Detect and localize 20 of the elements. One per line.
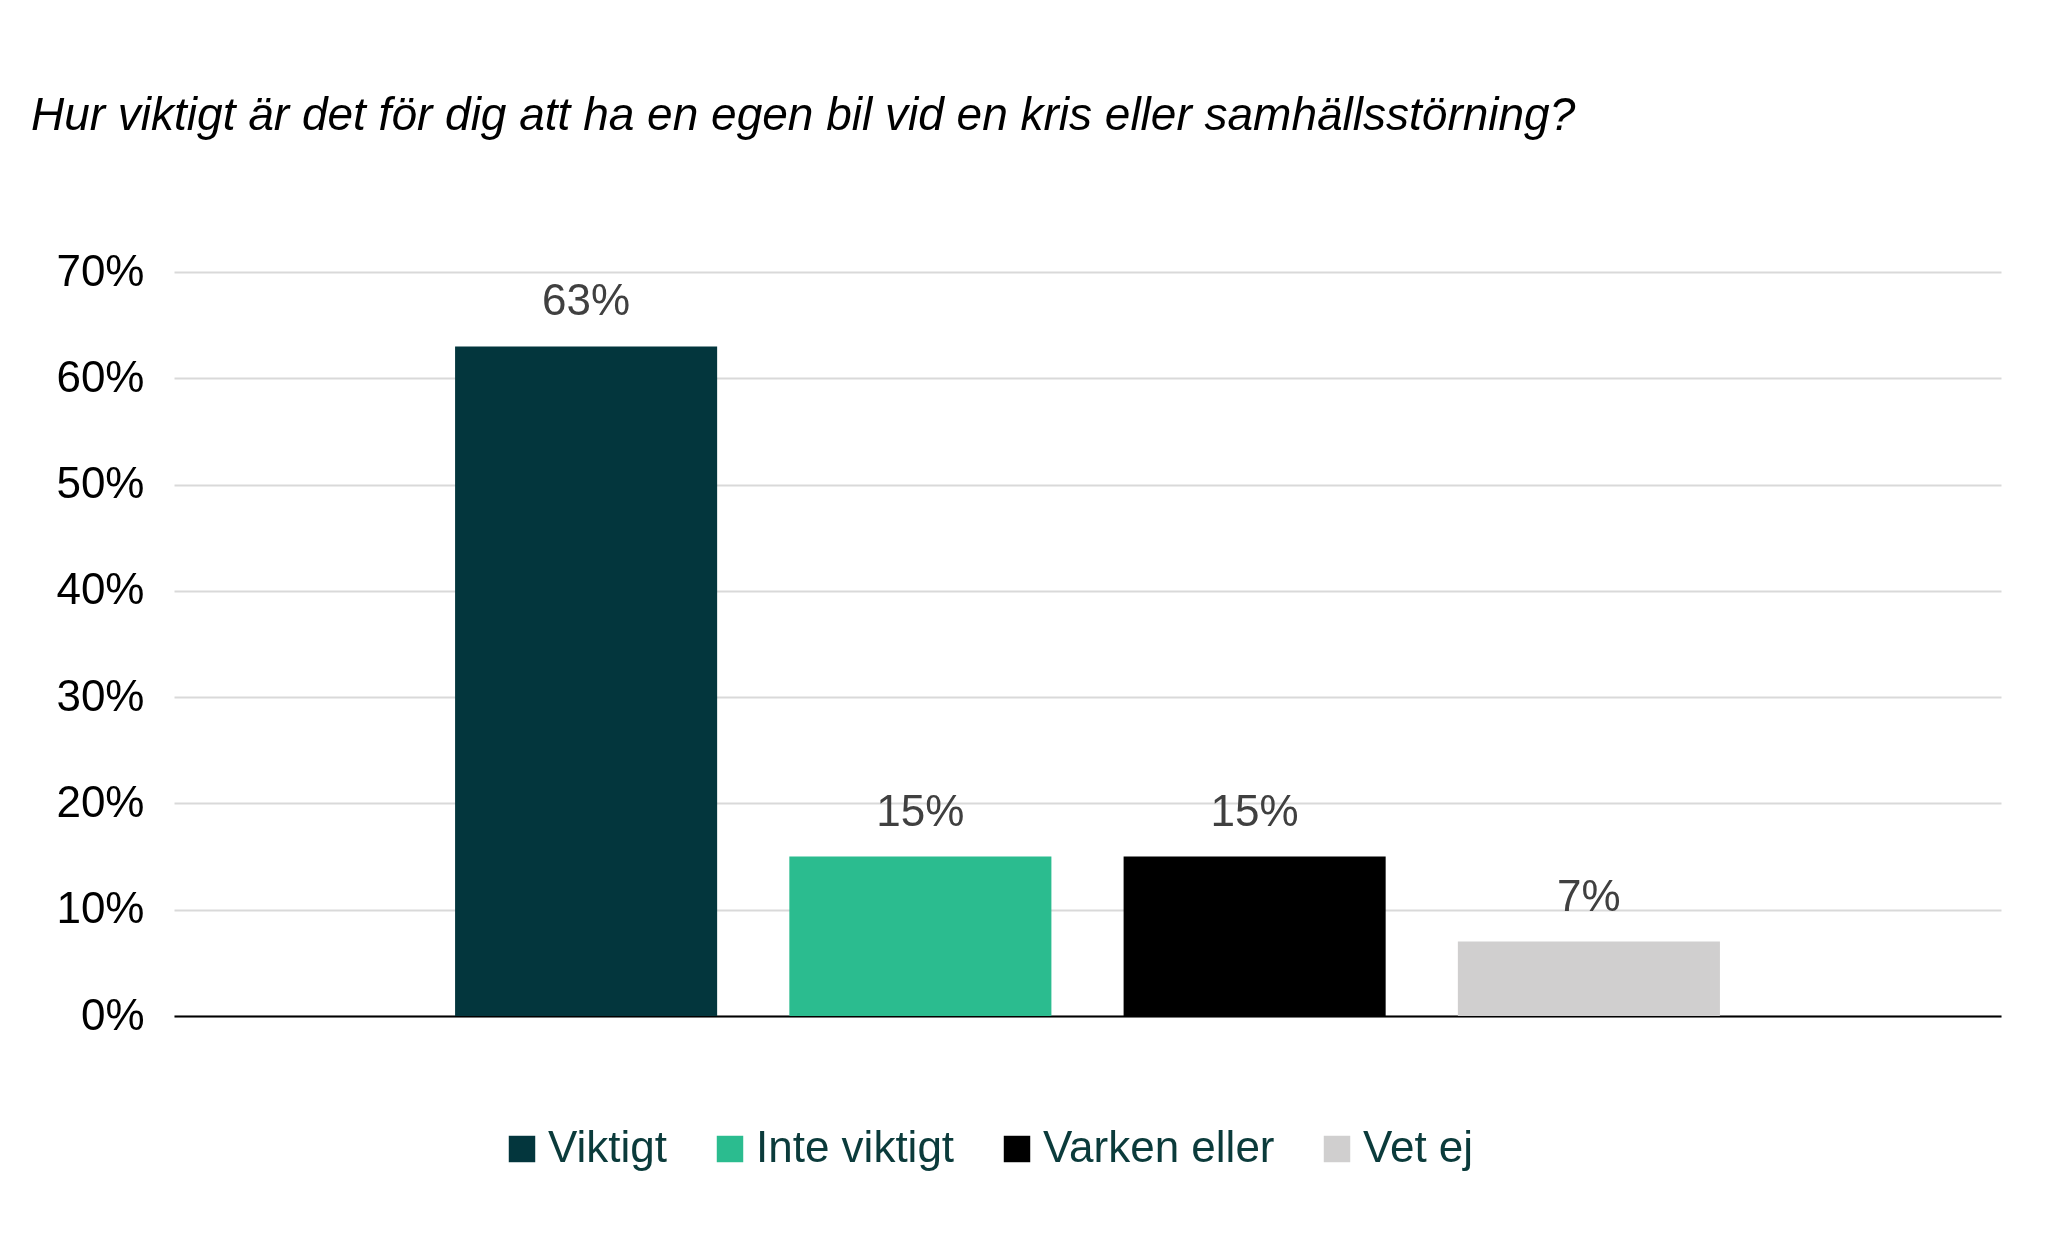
- y-tick-label: 60%: [56, 351, 145, 401]
- y-tick-label: 70%: [56, 245, 145, 295]
- legend-label: Inte viktigt: [756, 1122, 955, 1171]
- legend-label: Varken eller: [1043, 1122, 1275, 1171]
- y-tick-label: 10%: [56, 883, 145, 933]
- data-label: 63%: [542, 275, 631, 325]
- y-tick-label: 40%: [56, 564, 145, 614]
- bar: [789, 856, 1052, 1016]
- chart-title: Hur viktigt är det för dig att ha en egen bil vid en kris eller samhällsstörning?: [30, 88, 1576, 140]
- y-tick-label: 0%: [80, 989, 145, 1039]
- legend-label: Vet ej: [1363, 1122, 1474, 1171]
- y-tick-label: 20%: [56, 776, 145, 826]
- y-tick-label: 30%: [56, 670, 145, 720]
- data-label: 15%: [1210, 785, 1299, 835]
- legend-label: Viktigt: [548, 1122, 668, 1171]
- data-label: 15%: [876, 785, 965, 835]
- bar: [455, 346, 718, 1016]
- data-label: 7%: [1557, 870, 1621, 920]
- bar: [1457, 941, 1720, 1016]
- y-tick-label: 50%: [56, 458, 145, 508]
